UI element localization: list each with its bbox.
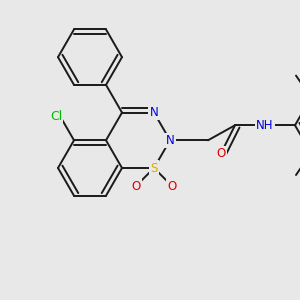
Text: Cl: Cl xyxy=(50,110,62,122)
Text: O: O xyxy=(167,179,177,193)
Text: S: S xyxy=(150,161,158,175)
Text: O: O xyxy=(131,179,141,193)
Text: N: N xyxy=(166,134,174,147)
Text: N: N xyxy=(150,106,158,119)
Text: O: O xyxy=(216,147,226,160)
Text: NH: NH xyxy=(256,119,274,132)
